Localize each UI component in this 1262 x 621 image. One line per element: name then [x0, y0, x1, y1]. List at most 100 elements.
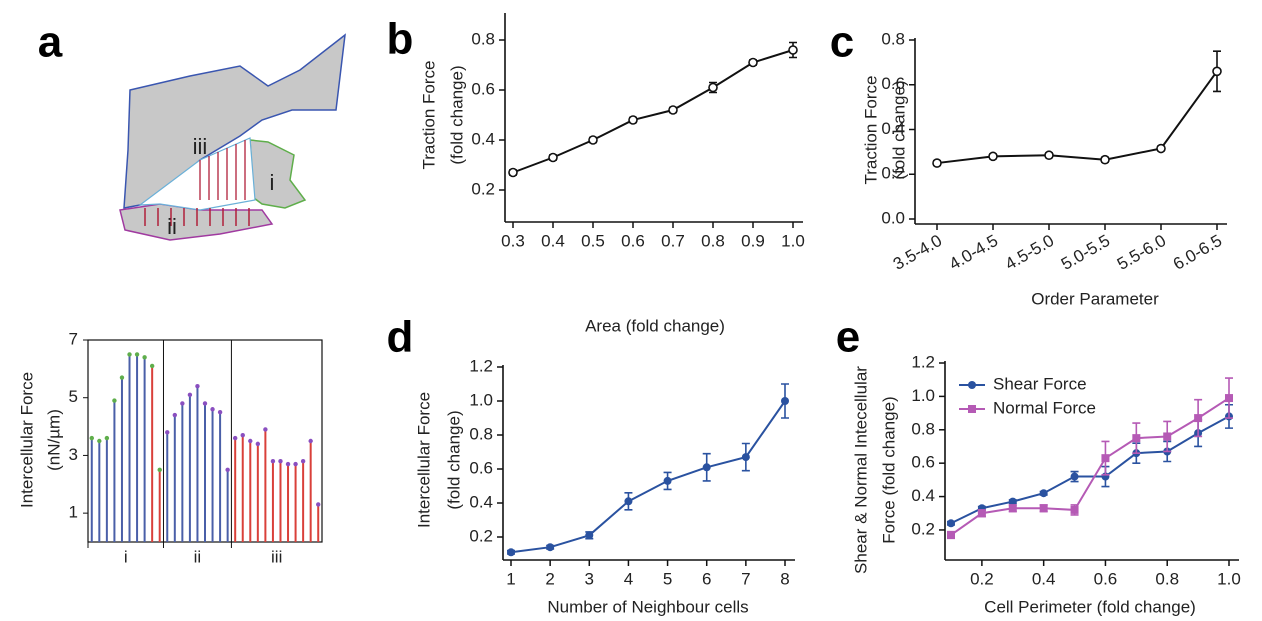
x-tick-label: 4.5-5.0	[1002, 231, 1057, 274]
x-tick-label: 0.8	[701, 231, 725, 250]
x-tick-label: 5.0-5.5	[1058, 231, 1113, 274]
marker	[1100, 154, 1110, 165]
x-tick-label: 0.6	[621, 231, 645, 250]
y-axis-label: Shear & Normal Intecellular	[851, 366, 870, 574]
y-tick-label: 0.8	[911, 419, 935, 438]
marker	[507, 548, 515, 557]
y-axis-label: Traction Force	[419, 61, 438, 170]
y-tick-label: 0.2	[469, 526, 493, 545]
panel-label: a	[38, 18, 63, 67]
stem-head	[240, 433, 245, 438]
panel-label: d	[387, 313, 414, 362]
y-axis-label: (fold change)	[889, 80, 908, 179]
stem-head	[293, 461, 298, 467]
series-line	[950, 397, 1230, 536]
stem-head	[165, 430, 170, 435]
x-tick-label: 4.0-4.5	[946, 231, 1001, 274]
x-tick-label: 0.9	[741, 231, 765, 250]
stem-head	[285, 461, 291, 467]
y-tick-label: 0.8	[471, 29, 495, 48]
x-tick-label: 0.6	[1094, 569, 1118, 588]
y-tick-label: 0.6	[469, 458, 493, 477]
y-tick-label: 7	[69, 329, 78, 348]
x-axis-label: Number of Neighbour cells	[547, 597, 748, 616]
stem-head	[149, 363, 155, 369]
x-tick-label: 1.0	[781, 231, 805, 250]
y-tick-label: 0.2	[911, 519, 935, 538]
y-tick-label: 5	[69, 387, 78, 406]
stem-head	[104, 435, 110, 441]
x-tick-label: 4	[624, 569, 633, 588]
x-tick-label: 2	[545, 569, 554, 588]
marker	[1163, 432, 1172, 441]
marker	[663, 476, 672, 485]
stem-head	[119, 375, 125, 380]
marker	[1039, 504, 1048, 513]
stem-head	[263, 427, 268, 432]
x-tick-label: 1.0	[1217, 569, 1241, 588]
x-tick-label: 8	[780, 569, 789, 588]
y-axis-label: (fold change)	[444, 410, 463, 509]
marker	[588, 135, 598, 145]
y-axis-label: (fold change)	[447, 65, 466, 164]
stem-head	[300, 459, 306, 464]
y-axis-label: Traction Force	[861, 76, 880, 185]
diagram-label: ii	[167, 214, 177, 239]
stem-head	[127, 352, 132, 357]
x-axis-label: Area (fold change)	[585, 316, 725, 335]
marker	[548, 152, 558, 163]
x-tick-label: 0.4	[541, 231, 565, 250]
y-tick-label: 0.4	[469, 492, 493, 511]
x-tick-label: ii	[194, 547, 202, 566]
marker	[1070, 505, 1079, 514]
y-axis-label: Intercellular Force	[414, 392, 433, 528]
marker	[1070, 472, 1079, 481]
marker	[748, 57, 758, 68]
y-axis-label: Intercellular Force	[17, 372, 36, 508]
stem-head	[248, 438, 253, 444]
y-tick-label: 1.2	[469, 356, 493, 375]
y-tick-label: 1	[69, 503, 78, 522]
marker	[741, 453, 750, 462]
x-tick-label: 0.7	[661, 231, 685, 250]
stem-head	[316, 502, 321, 507]
marker	[628, 115, 638, 125]
marker	[1212, 66, 1222, 77]
y-tick-label: 0.6	[881, 74, 905, 93]
marker	[1044, 150, 1054, 161]
x-tick-label: 0.4	[1032, 569, 1056, 588]
marker	[1008, 504, 1017, 513]
x-axis-label: Order Parameter	[1031, 289, 1159, 308]
stem-head	[97, 438, 102, 444]
y-tick-label: 0.4	[881, 119, 905, 138]
cell-i	[249, 139, 307, 209]
marker	[1008, 497, 1017, 506]
x-tick-label: 5.5-6.0	[1114, 231, 1169, 274]
panel-label: e	[836, 313, 860, 362]
stem-head	[202, 401, 208, 406]
marker	[1156, 143, 1166, 154]
x-tick-label: 6.0-6.5	[1170, 231, 1225, 274]
cell-diagram: iii i ii	[119, 33, 346, 241]
stem-head	[180, 401, 185, 406]
series-line	[950, 415, 1230, 525]
stem-head	[270, 459, 276, 464]
x-tick-label: 3.5-4.0	[890, 231, 945, 274]
cell-iii	[123, 33, 346, 209]
marker	[1039, 489, 1048, 498]
x-tick-label: 0.8	[1155, 569, 1179, 588]
marker	[947, 530, 955, 539]
x-tick-label: 7	[741, 569, 750, 588]
y-tick-label: 0.4	[911, 486, 935, 505]
y-tick-label: 0.0	[881, 208, 905, 227]
marker	[947, 519, 955, 528]
stem-head	[308, 438, 313, 444]
stem-head	[210, 407, 215, 412]
diagram-label: i	[270, 170, 275, 195]
marker	[781, 397, 789, 405]
marker	[788, 45, 798, 55]
diagram-label: iii	[193, 134, 208, 159]
y-tick-label: 3	[69, 445, 78, 464]
stem-head	[255, 441, 261, 447]
